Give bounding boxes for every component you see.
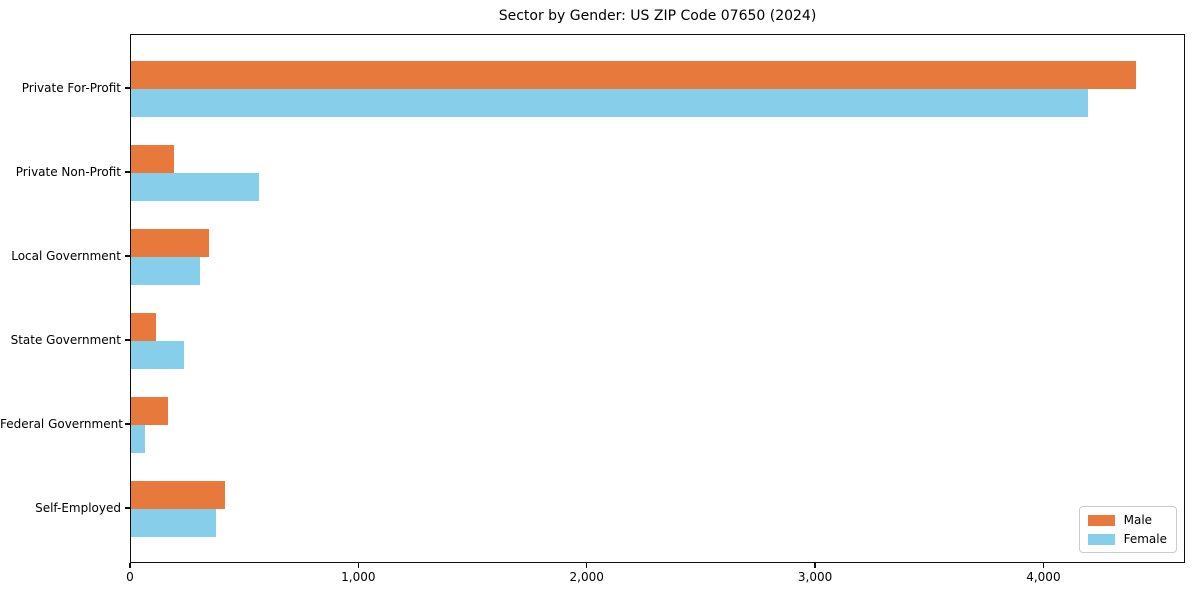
bar-male-federal-government <box>131 397 168 425</box>
legend-item-male: Male <box>1087 513 1167 527</box>
y-tick-local-government <box>125 255 130 257</box>
bar-female-federal-government <box>131 425 145 453</box>
bar-female-private-for-profit <box>131 89 1088 117</box>
bar-female-local-government <box>131 257 200 285</box>
y-tick-private-non-profit <box>125 171 130 173</box>
y-label-local-government: Local Government <box>11 249 121 263</box>
y-label-state-government: State Government <box>10 333 121 347</box>
x-tick-3000 <box>814 563 816 568</box>
y-tick-state-government <box>125 339 130 341</box>
bar-female-self-employed <box>131 509 216 537</box>
y-tick-private-for-profit <box>125 87 130 89</box>
x-tick-label-2000: 2,000 <box>569 570 604 584</box>
x-tick-4000 <box>1042 563 1045 568</box>
bar-male-state-government <box>131 313 157 341</box>
y-label-federal-government: Federal Government <box>0 417 123 431</box>
bar-male-private-for-profit <box>131 61 1136 89</box>
x-tick-label-3000: 3,000 <box>797 570 833 584</box>
bar-male-self-employed <box>131 481 225 509</box>
legend: Male Female <box>1078 506 1177 553</box>
legend-label-female: Female <box>1123 532 1167 546</box>
x-tick-0 <box>129 563 131 568</box>
x-tick-label-4000: 4,000 <box>1026 570 1061 584</box>
x-tick-2000 <box>585 563 588 568</box>
y-label-self-employed: Self-Employed <box>35 501 121 515</box>
bar-male-private-non-profit <box>131 145 175 173</box>
legend-label-male: Male <box>1123 513 1153 527</box>
bar-female-state-government <box>131 341 184 369</box>
y-tick-self-employed <box>125 507 130 509</box>
y-label-private-for-profit: Private For-Profit <box>21 81 121 95</box>
x-tick-label-1000: 1,000 <box>341 570 376 584</box>
y-label-private-non-profit: Private Non-Profit <box>15 165 121 179</box>
legend-item-female: Female <box>1087 532 1167 546</box>
x-tick-1000 <box>357 563 360 568</box>
bar-male-local-government <box>131 229 209 257</box>
legend-swatch-female <box>1087 533 1115 545</box>
plot-area: Male Female <box>130 34 1185 563</box>
bar-female-private-non-profit <box>131 173 259 201</box>
legend-swatch-male <box>1087 514 1115 526</box>
y-tick-federal-government <box>125 423 130 425</box>
x-tick-label-0: 0 <box>126 570 134 584</box>
chart-title: Sector by Gender: US ZIP Code 07650 (202… <box>498 8 817 24</box>
